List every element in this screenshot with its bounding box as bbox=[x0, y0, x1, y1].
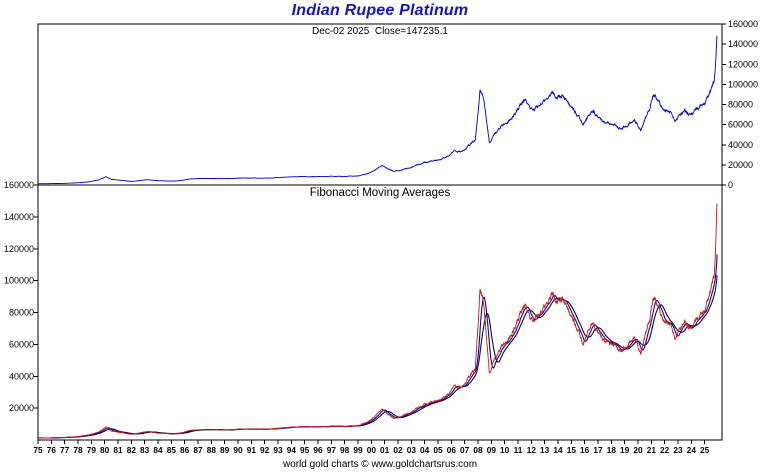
right-axis-tick-label: 20000 bbox=[728, 160, 753, 170]
x-axis-tick-label: 98 bbox=[340, 445, 350, 455]
left-axis-tick-label: 20000 bbox=[9, 403, 34, 413]
x-axis-tick-label: 12 bbox=[527, 445, 537, 455]
x-axis-tick-label: 05 bbox=[433, 445, 443, 455]
x-axis-tick-label: 97 bbox=[327, 445, 337, 455]
left-axis-tick-label: 60000 bbox=[9, 339, 34, 349]
x-axis-tick-label: 06 bbox=[447, 445, 457, 455]
x-axis-tick-label: 88 bbox=[207, 445, 217, 455]
x-axis-tick-label: 25 bbox=[700, 445, 710, 455]
price-line-bottom bbox=[38, 203, 718, 439]
x-axis-tick-label: 00 bbox=[367, 445, 377, 455]
right-axis: 0 20000 40000 60000 80000 100000 120000 140000 1… bbox=[722, 19, 758, 190]
x-axis-tick-label: 22 bbox=[660, 445, 670, 455]
right-axis-tick-label: 120000 bbox=[728, 59, 758, 69]
left-axis-tick-label: 120000 bbox=[4, 244, 34, 254]
left-axis-tick-label: 160000 bbox=[4, 180, 34, 190]
x-axis-tick-label: 24 bbox=[687, 445, 697, 455]
x-axis-tick-label: 78 bbox=[73, 445, 83, 455]
left-axis-tick-label: 100000 bbox=[4, 276, 34, 286]
x-axis-tick-label: 13 bbox=[540, 445, 550, 455]
x-axis-tick-label: 14 bbox=[553, 445, 563, 455]
x-axis-tick-label: 75 bbox=[33, 445, 43, 455]
x-axis-tick-label: 04 bbox=[420, 445, 430, 455]
x-axis-tick-label: 92 bbox=[260, 445, 270, 455]
x-axis-tick-label: 79 bbox=[87, 445, 97, 455]
right-axis-tick-label: 40000 bbox=[728, 140, 753, 150]
x-axis-tick-label: 81 bbox=[113, 445, 123, 455]
x-axis-tick-label: 01 bbox=[380, 445, 390, 455]
x-axis-tick-label: 23 bbox=[673, 445, 683, 455]
left-axis-tick-label: 80000 bbox=[9, 308, 34, 318]
x-axis-tick-label: 20 bbox=[633, 445, 643, 455]
x-axis-tick-label: 09 bbox=[487, 445, 497, 455]
x-axis-tick-label: 07 bbox=[460, 445, 470, 455]
left-axis-tick-label: 140000 bbox=[4, 212, 34, 222]
x-axis-tick-label: 16 bbox=[580, 445, 590, 455]
x-axis-tick-label: 86 bbox=[180, 445, 190, 455]
x-axis-tick-label: 10 bbox=[500, 445, 510, 455]
x-axis-tick-label: 93 bbox=[273, 445, 283, 455]
x-axis-tick-label: 21 bbox=[647, 445, 657, 455]
x-axis-tick-label: 08 bbox=[473, 445, 483, 455]
x-axis-tick-label: 80 bbox=[100, 445, 110, 455]
x-axis-tick-label: 15 bbox=[567, 445, 577, 455]
x-axis-tick-label: 96 bbox=[313, 445, 323, 455]
right-axis-tick-label: 60000 bbox=[728, 120, 753, 130]
right-axis-tick-label: 100000 bbox=[728, 79, 758, 89]
ma-fast-line bbox=[38, 254, 718, 439]
x-axis-tick-label: 95 bbox=[300, 445, 310, 455]
x-axis-tick-label: 90 bbox=[233, 445, 243, 455]
x-axis-tick-label: 18 bbox=[607, 445, 617, 455]
right-axis-tick-label: 140000 bbox=[728, 39, 758, 49]
plot-border bbox=[37, 23, 723, 441]
x-axis-tick-label: 85 bbox=[167, 445, 177, 455]
x-axis-tick-label: 02 bbox=[393, 445, 403, 455]
x-axis: 75 76 77 78 79 80 81 82 83 84 85 86 87 88 89 90 91 92 93 94… bbox=[33, 440, 710, 455]
left-axis: 20000 40000 60000 80000 100000 120000 140000 16… bbox=[4, 180, 38, 413]
x-axis-tick-label: 03 bbox=[407, 445, 417, 455]
left-axis-tick-label: 40000 bbox=[9, 371, 34, 381]
x-axis-tick-label: 76 bbox=[47, 445, 57, 455]
x-axis-tick-label: 99 bbox=[353, 445, 363, 455]
x-axis-tick-label: 83 bbox=[140, 445, 150, 455]
x-axis-tick-label: 11 bbox=[514, 445, 523, 455]
right-axis-tick-label: 0 bbox=[728, 180, 733, 190]
price-line-top bbox=[38, 35, 718, 185]
right-axis-tick-label: 80000 bbox=[728, 100, 753, 110]
chart-subtitle: Dec-02 2025 Close=147235.1 bbox=[312, 26, 448, 37]
bottom-panel bbox=[38, 203, 718, 439]
right-axis-tick-label: 160000 bbox=[728, 19, 758, 29]
chart-title: Indian Rupee Platinum bbox=[291, 2, 469, 19]
x-axis-tick-label: 77 bbox=[60, 445, 70, 455]
x-axis-tick-label: 94 bbox=[287, 445, 297, 455]
x-axis-tick-label: 82 bbox=[127, 445, 137, 455]
x-axis-tick-label: 89 bbox=[220, 445, 230, 455]
panel-label-fibonacci-moving-averages: Fibonacci Moving Averages bbox=[309, 187, 451, 199]
x-axis-tick-label: 87 bbox=[193, 445, 203, 455]
x-axis-tick-label: 19 bbox=[620, 445, 630, 455]
x-axis-tick-label: 17 bbox=[593, 445, 603, 455]
top-panel bbox=[38, 35, 718, 185]
footer-credit: world gold charts © www.goldchartsrus.co… bbox=[282, 459, 478, 470]
x-axis-tick-label: 84 bbox=[153, 445, 163, 455]
x-axis-tick-label: 91 bbox=[247, 445, 257, 455]
